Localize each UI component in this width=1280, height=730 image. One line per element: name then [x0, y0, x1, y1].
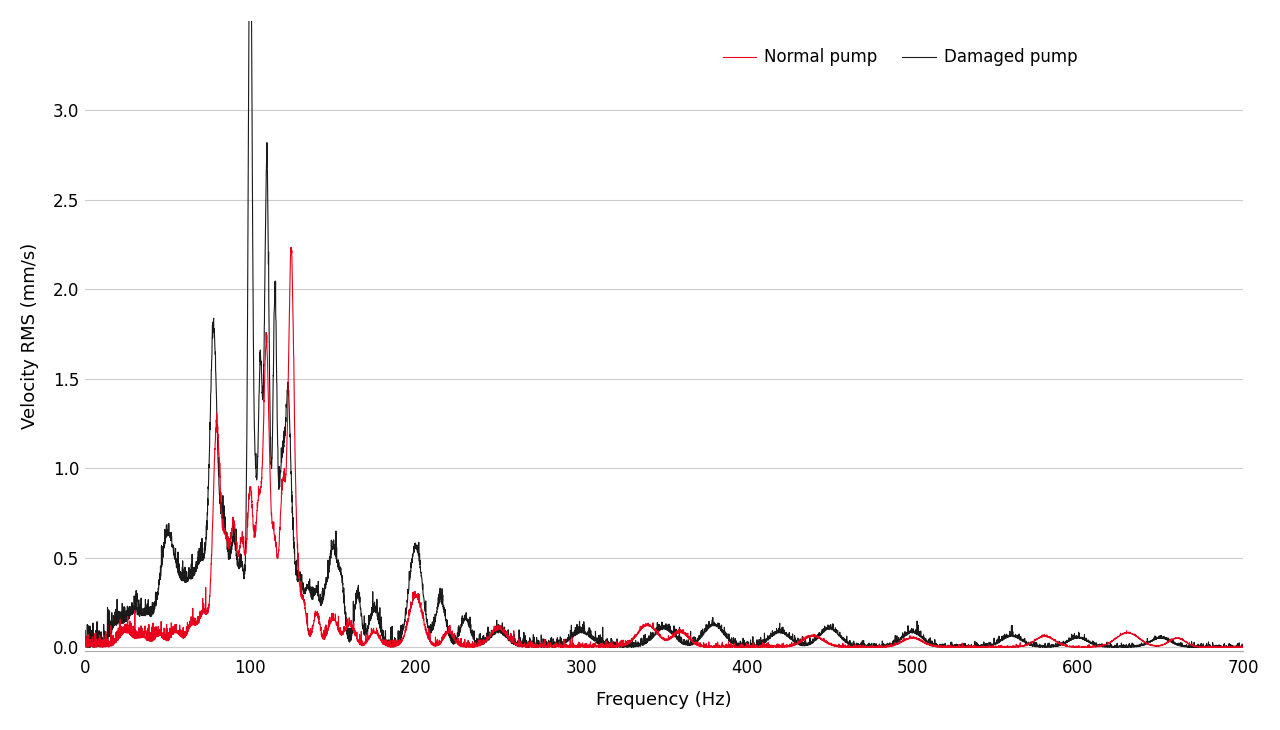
Y-axis label: Velocity RMS (mm/s): Velocity RMS (mm/s): [20, 243, 38, 429]
Normal pump: [861, 642, 877, 651]
Damaged pump: [77, 636, 92, 645]
Normal pump: [138, 634, 154, 643]
Damaged pump: [861, 640, 877, 649]
Normal pump: [284, 243, 300, 252]
Normal pump: [1235, 642, 1251, 651]
Damaged pump: [515, 642, 530, 651]
Normal pump: [77, 642, 92, 651]
Line: Damaged pump: Damaged pump: [84, 0, 1243, 648]
Damaged pump: [1235, 643, 1251, 652]
Damaged pump: [639, 639, 654, 648]
Damaged pump: [138, 595, 154, 604]
Legend: Normal pump, Damaged pump: Normal pump, Damaged pump: [716, 42, 1084, 73]
Normal pump: [380, 641, 396, 650]
Normal pump: [952, 643, 968, 652]
Normal pump: [639, 620, 654, 629]
Damaged pump: [538, 642, 553, 651]
Damaged pump: [948, 643, 964, 652]
Normal pump: [515, 640, 530, 649]
Normal pump: [538, 642, 553, 651]
X-axis label: Frequency (Hz): Frequency (Hz): [596, 691, 732, 709]
Damaged pump: [380, 638, 396, 647]
Line: Normal pump: Normal pump: [84, 247, 1243, 648]
